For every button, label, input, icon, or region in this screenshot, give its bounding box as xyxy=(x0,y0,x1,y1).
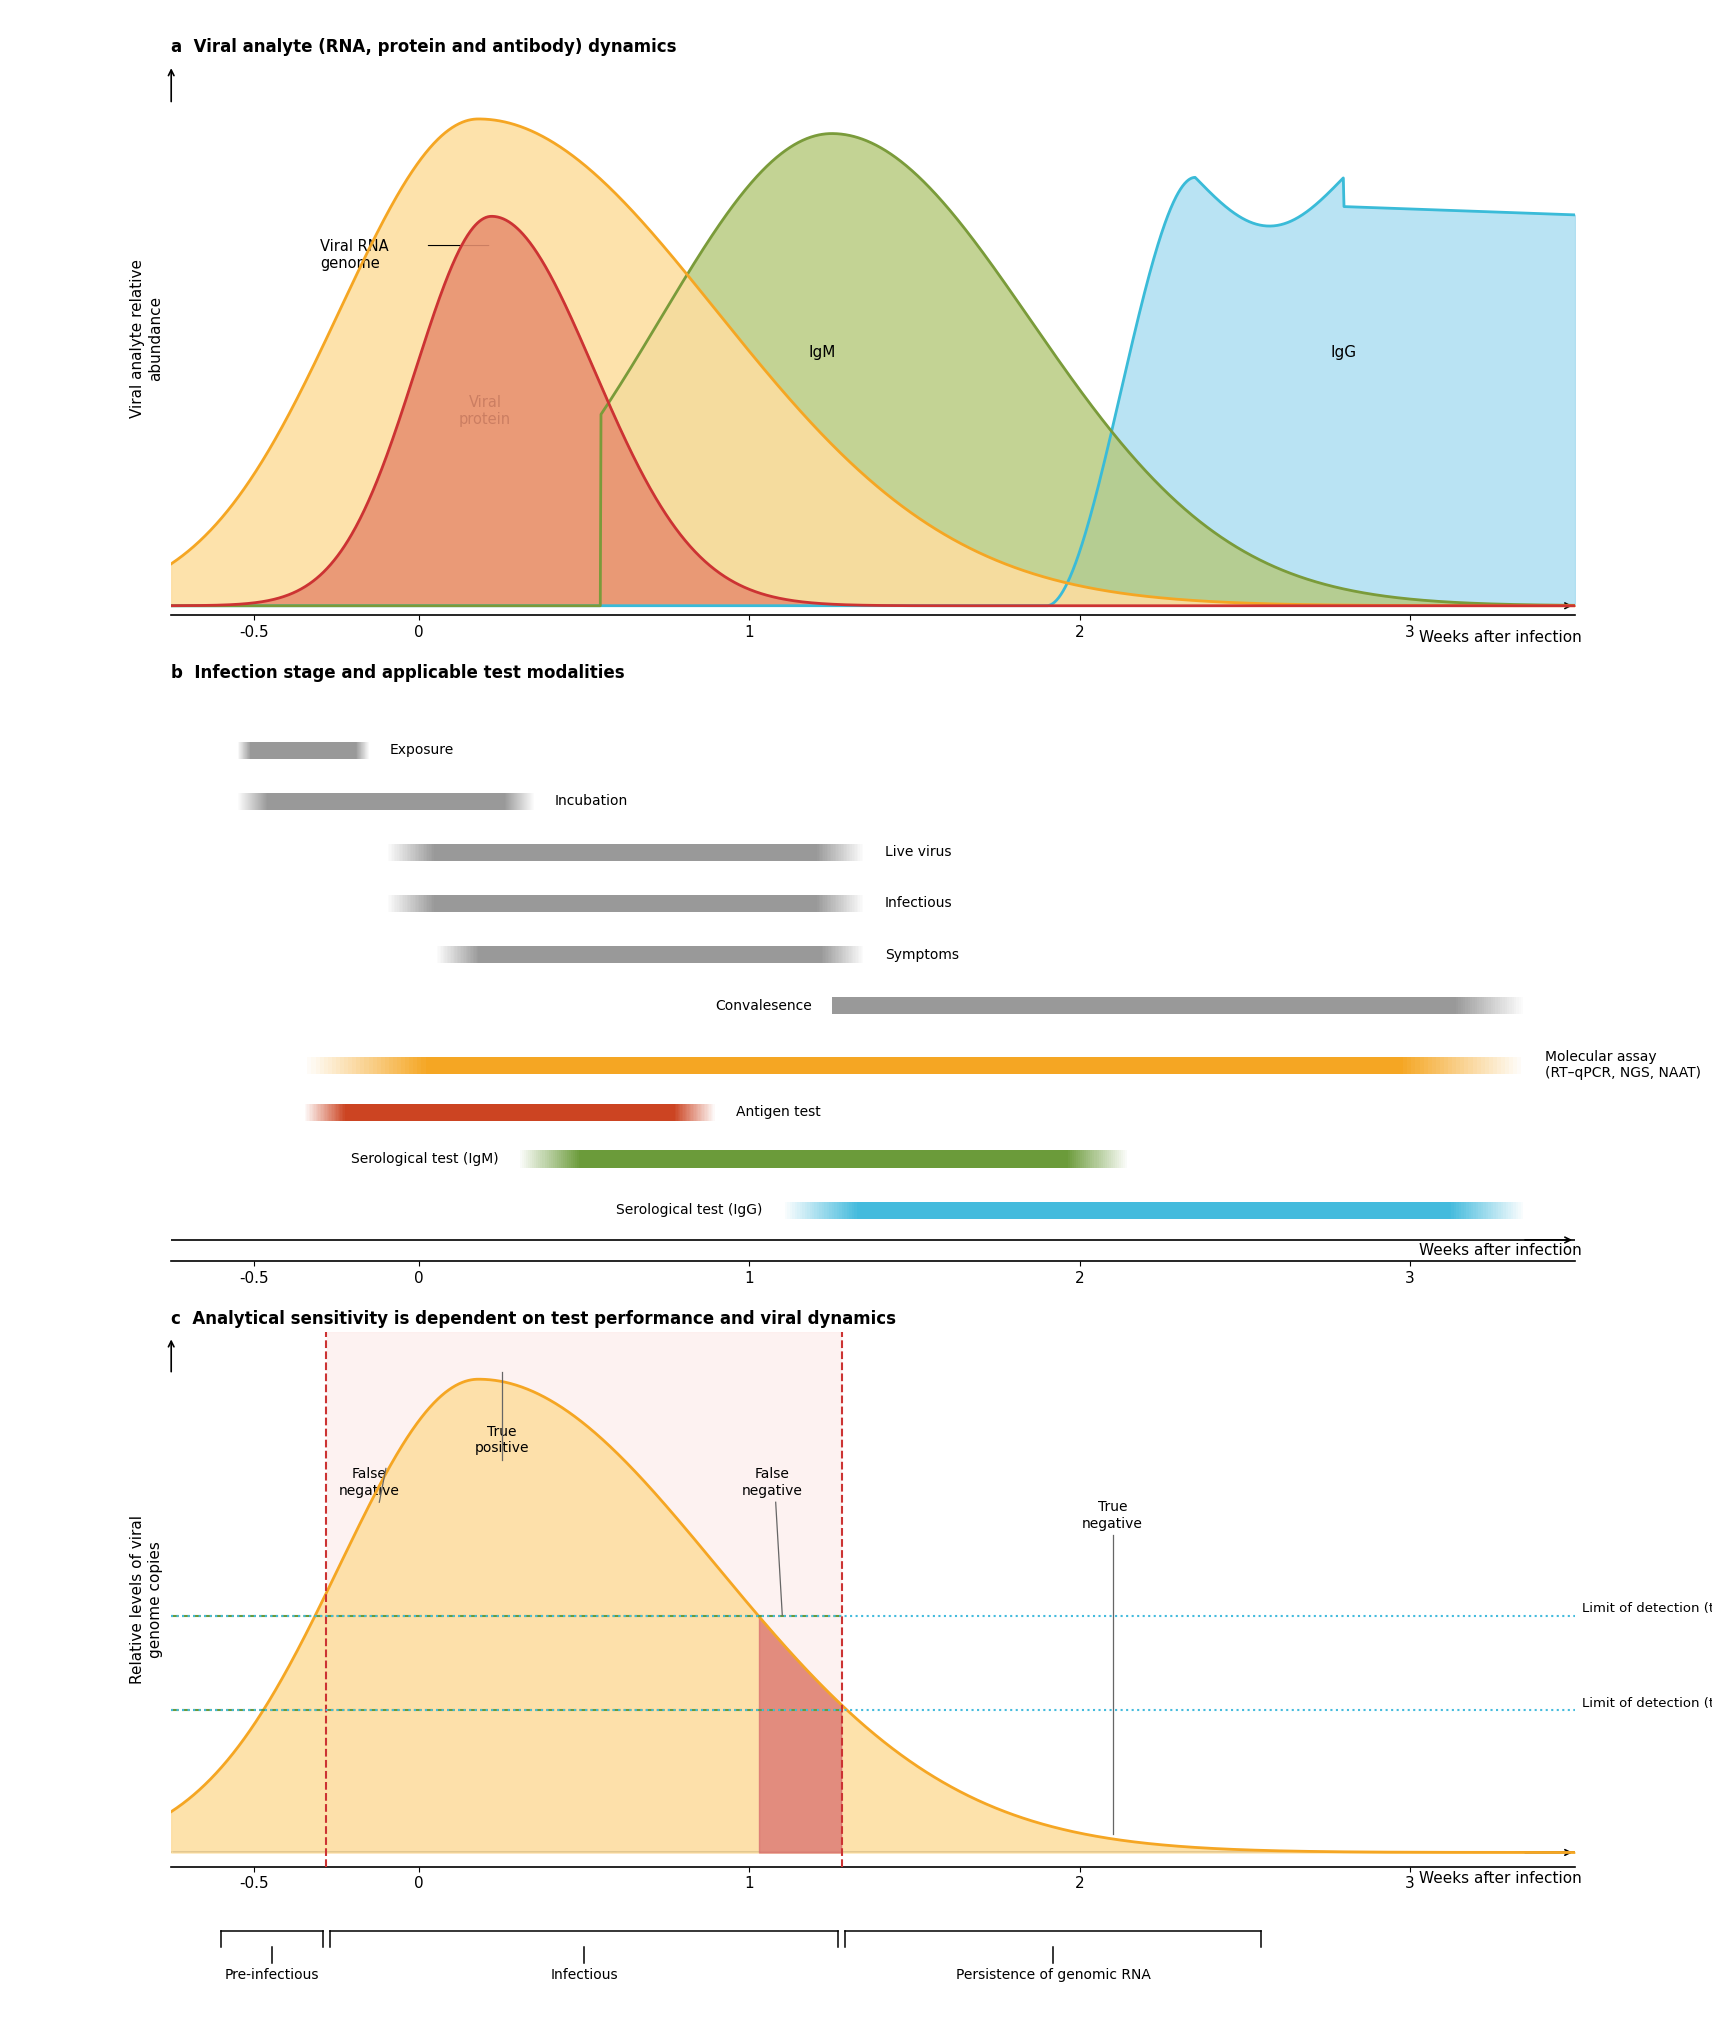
Text: False
negative: False negative xyxy=(339,1467,401,1497)
Y-axis label: Relative levels of viral
genome copies: Relative levels of viral genome copies xyxy=(130,1516,163,1683)
Text: Limit of detection (test B): Limit of detection (test B) xyxy=(1582,1697,1712,1709)
Text: False
negative: False negative xyxy=(741,1467,803,1497)
Text: Exposure: Exposure xyxy=(389,743,454,757)
Text: Serological test (IgM): Serological test (IgM) xyxy=(351,1152,498,1166)
Text: IgM: IgM xyxy=(808,345,835,359)
Text: Weeks after infection: Weeks after infection xyxy=(1419,1871,1582,1887)
Text: a  Viral analyte (RNA, protein and antibody) dynamics: a Viral analyte (RNA, protein and antibo… xyxy=(171,38,676,57)
Text: Weeks after infection: Weeks after infection xyxy=(1419,630,1582,646)
Text: Live virus: Live virus xyxy=(885,846,952,860)
Text: b  Infection stage and applicable test modalities: b Infection stage and applicable test mo… xyxy=(171,664,625,682)
Text: Weeks after infection: Weeks after infection xyxy=(1419,1243,1582,1259)
Text: True
positive: True positive xyxy=(474,1425,529,1455)
Text: Persistence of genomic RNA: Persistence of genomic RNA xyxy=(955,1968,1150,1982)
Y-axis label: Viral analyte relative
abundance: Viral analyte relative abundance xyxy=(130,258,163,418)
Text: Serological test (IgG): Serological test (IgG) xyxy=(616,1203,762,1217)
Text: Symptoms: Symptoms xyxy=(885,948,959,961)
Text: True
negative: True negative xyxy=(1082,1501,1144,1530)
Text: Infectious: Infectious xyxy=(550,1968,618,1982)
Text: Convalesence: Convalesence xyxy=(716,999,811,1013)
Text: Pre-infectious: Pre-infectious xyxy=(224,1968,318,1982)
Text: c  Analytical sensitivity is dependent on test performance and viral dynamics: c Analytical sensitivity is dependent on… xyxy=(171,1310,895,1328)
Text: Viral
protein: Viral protein xyxy=(459,396,512,428)
Text: IgG: IgG xyxy=(1330,345,1358,359)
Text: Infectious: Infectious xyxy=(885,896,952,910)
Text: Limit of detection (test A): Limit of detection (test A) xyxy=(1582,1602,1712,1614)
Text: Molecular assay
(RT–qPCR, NGS, NAAT): Molecular assay (RT–qPCR, NGS, NAAT) xyxy=(1546,1049,1702,1080)
Text: Antigen test: Antigen test xyxy=(736,1106,820,1120)
Text: Viral RNA
genome: Viral RNA genome xyxy=(320,238,389,272)
Text: Incubation: Incubation xyxy=(555,795,628,807)
